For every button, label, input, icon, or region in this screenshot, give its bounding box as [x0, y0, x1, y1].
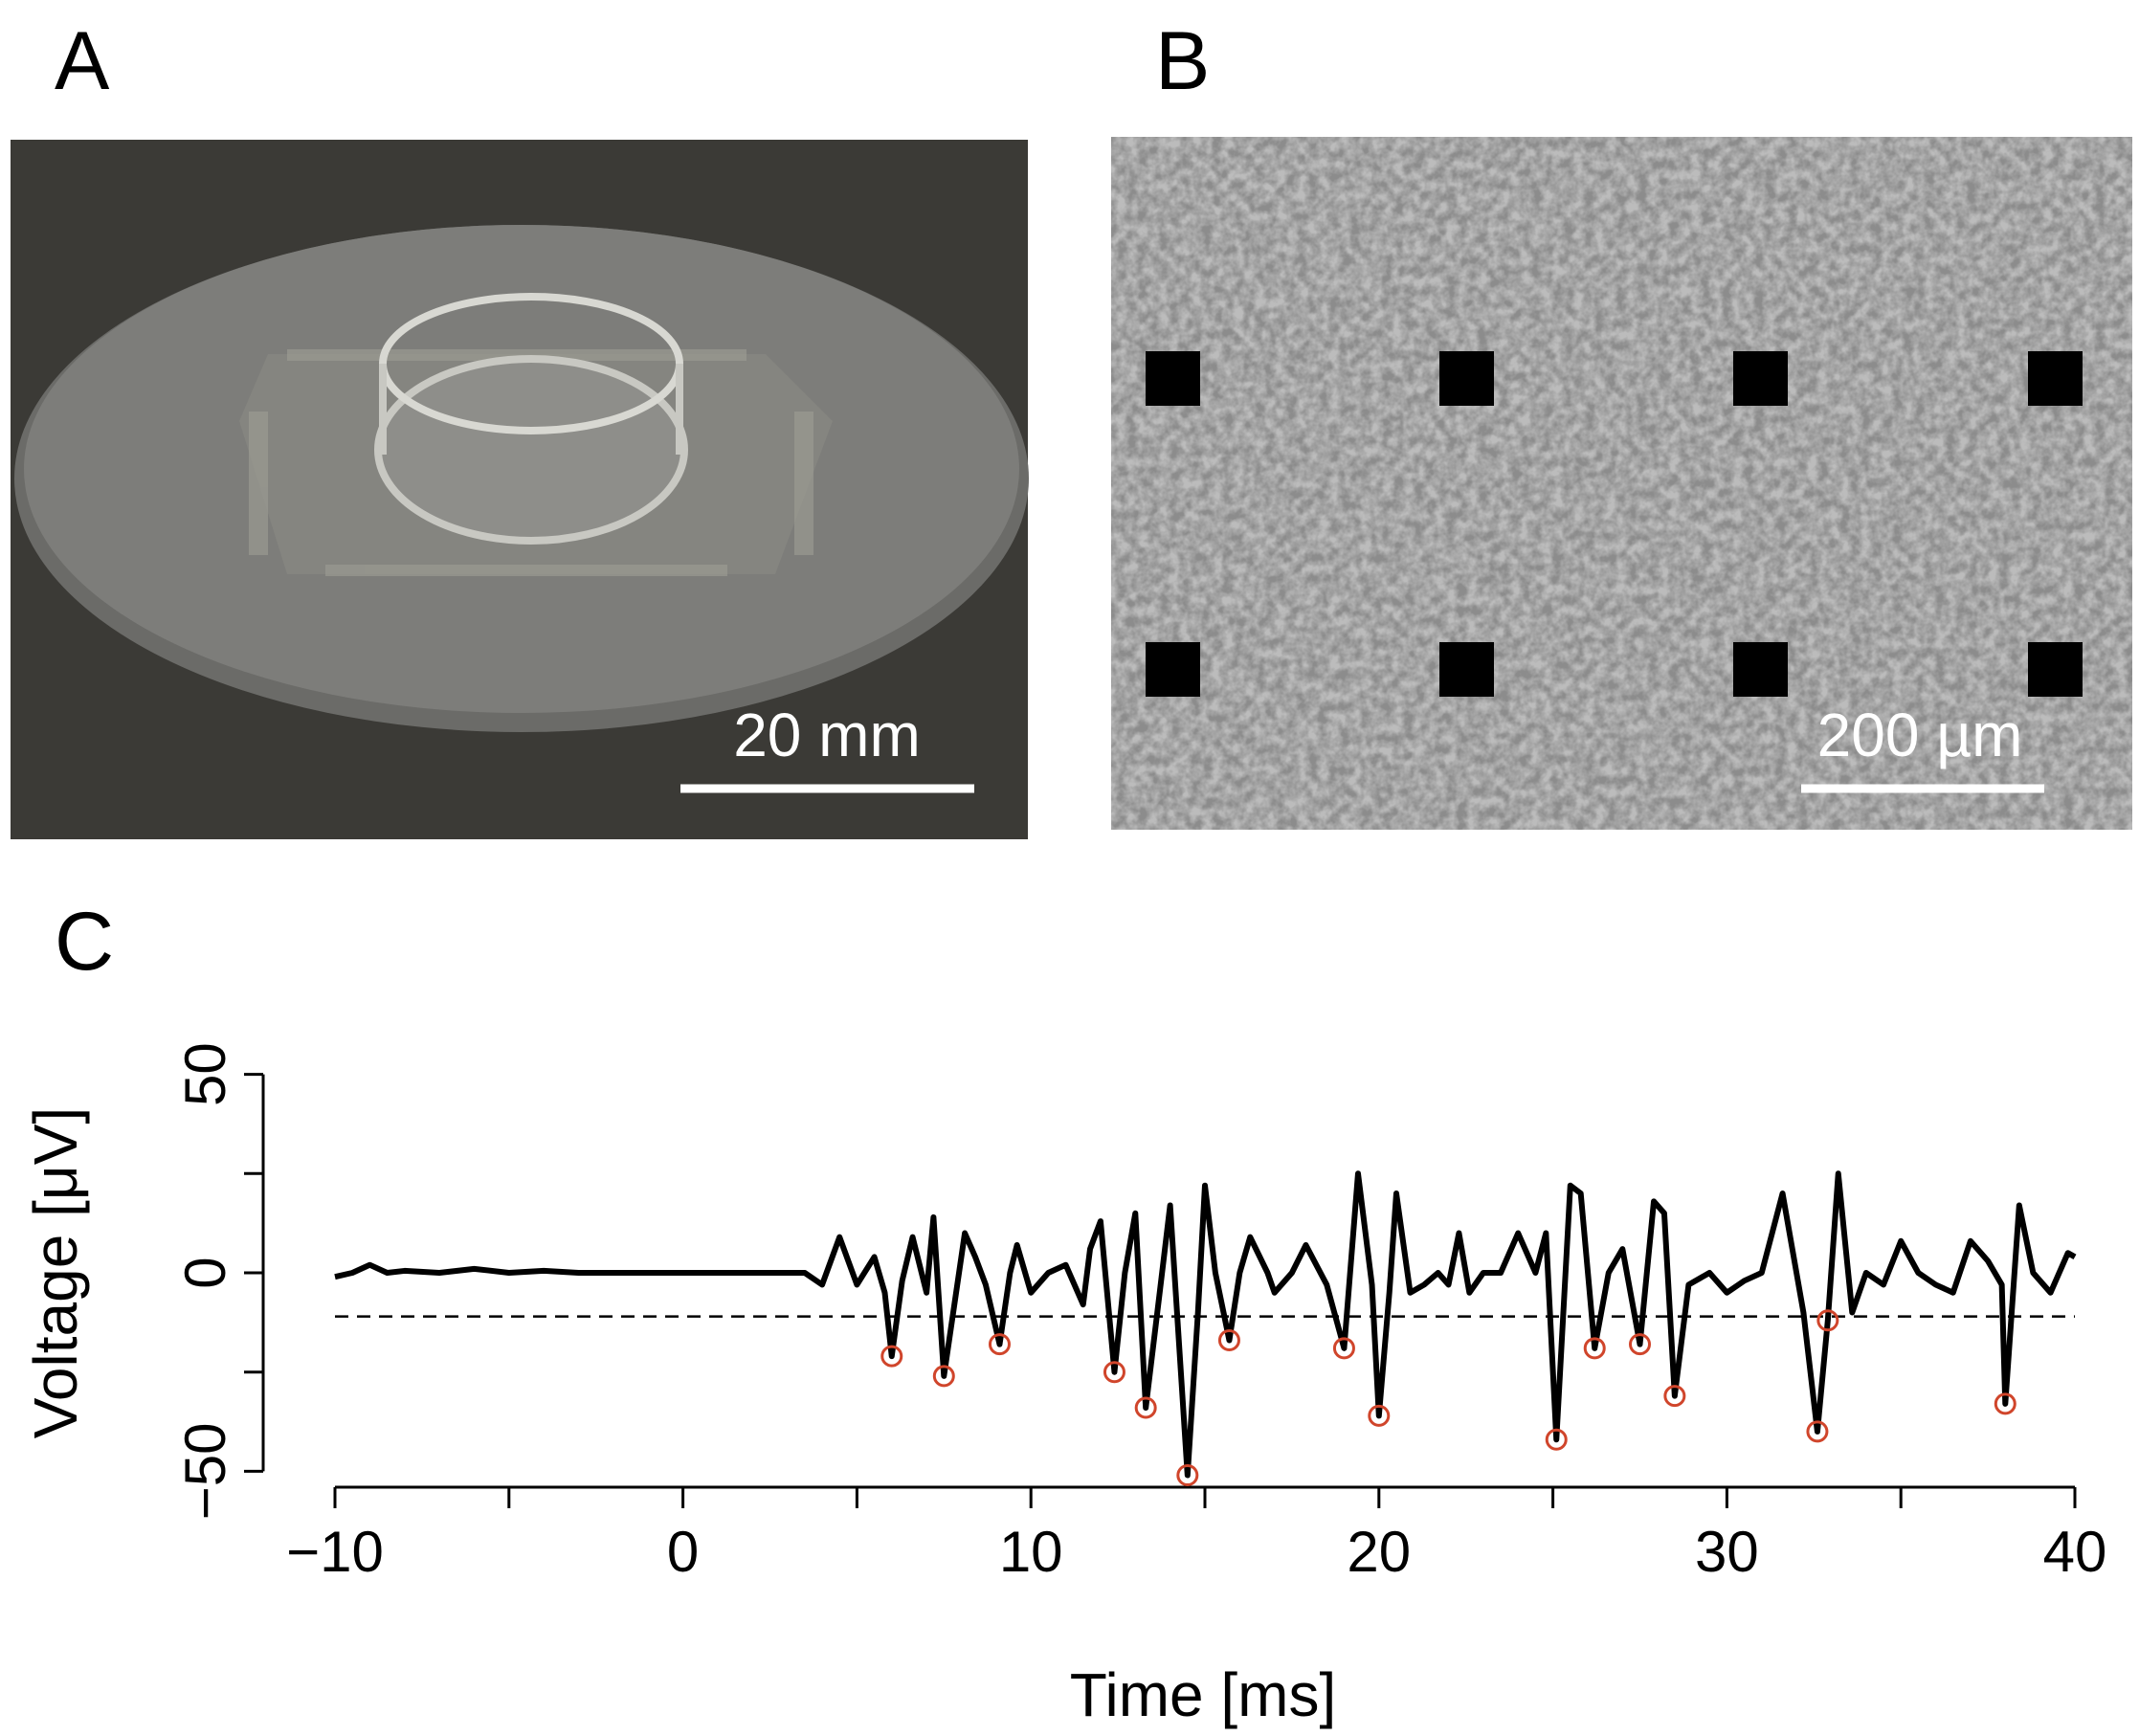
spike-marker — [1994, 1392, 2016, 1415]
spike-marker — [1368, 1404, 1391, 1427]
panel-label: B — [1155, 15, 1210, 107]
x-tick-label: 0 — [667, 1520, 699, 1584]
spike-marker — [1134, 1396, 1157, 1419]
x-tick-label: 40 — [2043, 1520, 2107, 1584]
spike-marker — [1629, 1333, 1651, 1356]
x-tick-label: 10 — [999, 1520, 1063, 1584]
x-tick-label: 20 — [1347, 1520, 1411, 1584]
spike-marker — [932, 1365, 955, 1388]
spike-marker — [1816, 1309, 1839, 1332]
photo-a — [11, 140, 1029, 839]
spike-marker — [1545, 1428, 1568, 1451]
photo-b — [1111, 137, 2132, 830]
x-axis-label: Time [ms] — [1070, 1660, 1337, 1729]
spike-marker — [1583, 1337, 1606, 1360]
spike-marker — [1103, 1361, 1125, 1384]
spike-marker — [1176, 1464, 1199, 1487]
spike-marker — [1806, 1420, 1829, 1443]
y-tick-label: 0 — [173, 1257, 237, 1288]
y-tick-label: −50 — [173, 1423, 237, 1521]
spike-marker — [880, 1345, 903, 1368]
spike-marker — [1332, 1337, 1355, 1360]
scale-bar-label: 200 µm — [1817, 701, 2023, 769]
y-tick-label: 50 — [173, 1042, 237, 1106]
y-axis-label: Voltage [μV] — [21, 1107, 90, 1438]
scale-bar-label: 20 mm — [733, 701, 921, 769]
x-tick-label: 30 — [1695, 1520, 1759, 1584]
spike-marker — [988, 1333, 1011, 1356]
panel-label: A — [55, 15, 110, 107]
trace — [334, 1170, 2077, 1479]
panel-label: C — [55, 896, 114, 988]
spike-marker — [1217, 1329, 1240, 1352]
spike-marker — [1663, 1385, 1686, 1408]
x-tick-label: −10 — [286, 1520, 384, 1584]
